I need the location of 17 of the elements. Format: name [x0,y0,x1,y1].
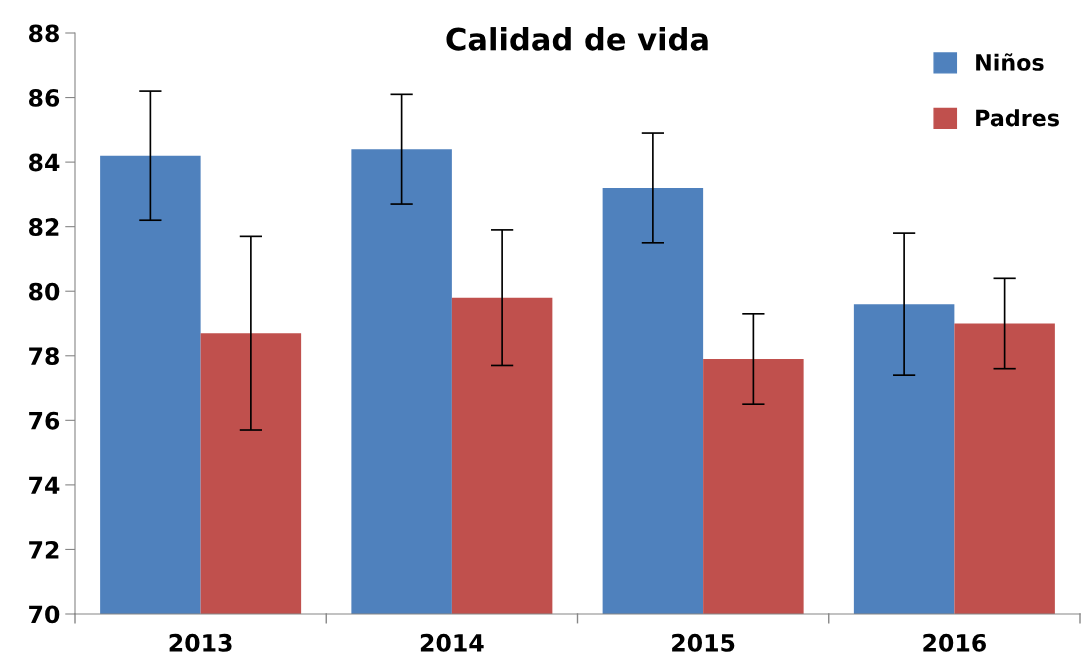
y-tick-label: 82 [29,218,59,236]
x-tick-label: 2016 [923,633,986,652]
y-tick-label: 84 [29,153,60,172]
y-tick-label: 72 [29,540,59,559]
y-tick-label: 70 [29,605,60,624]
y-tick-label: 78 [29,347,59,366]
x-tick-label: 2014 [420,633,484,652]
legend-label: Niños [976,53,1044,71]
legend-label: Padres [976,109,1059,127]
y-tick-label: 86 [29,89,60,107]
y-tick-label: 80 [29,282,60,301]
x-tick-label: 2013 [169,633,232,652]
y-tick-label: 74 [29,476,60,494]
x-tick-label: 2015 [672,633,735,652]
chart-title: Calidad de vida [446,27,708,51]
y-tick-label: 88 [29,24,59,43]
y-tick-label: 76 [29,411,60,430]
